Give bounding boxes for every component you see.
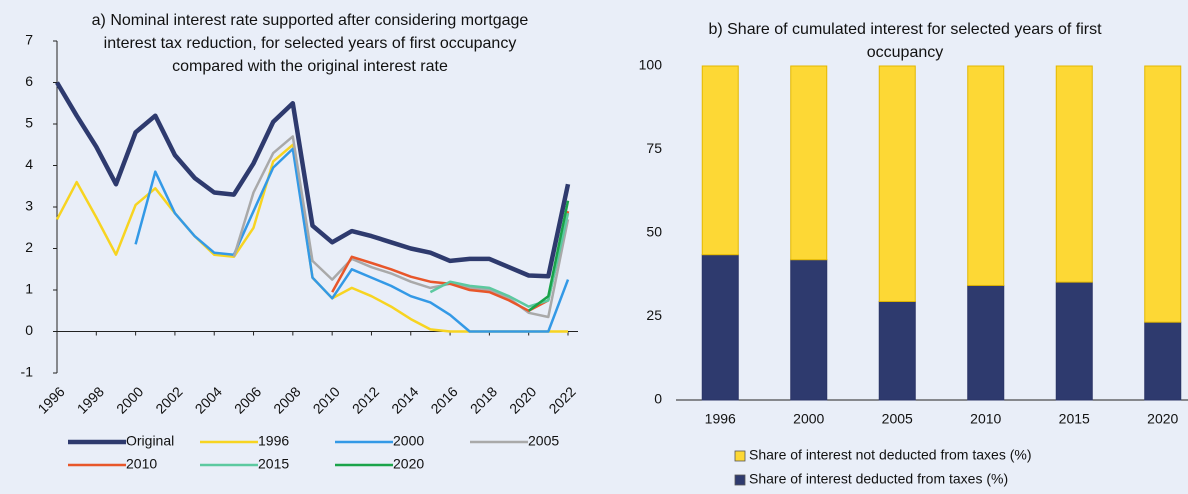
legend-label: 2010	[126, 456, 157, 472]
bar-segment	[1144, 65, 1182, 323]
y-tick-label: 2	[25, 239, 33, 255]
bar-segment	[701, 254, 739, 401]
x-tick-label: 2000	[793, 411, 824, 427]
chart-title: b) Share of cumulated interest for selec…	[708, 21, 1102, 61]
legend-swatch	[734, 474, 746, 486]
bar-segment	[1144, 321, 1182, 401]
y-tick-label: -1	[21, 364, 34, 380]
bar-segment	[790, 65, 828, 261]
legend-label: 2020	[393, 456, 424, 472]
line-series	[55, 81, 571, 279]
x-tick-label: 2005	[882, 411, 913, 427]
bar-segment	[1055, 65, 1093, 283]
y-tick-label: 5	[25, 115, 33, 131]
bar-segment	[790, 259, 828, 401]
x-tick-label: 1996	[34, 383, 67, 416]
chart-title: a) Nominal interest rate supported after…	[91, 12, 529, 75]
legend-label: 2005	[528, 433, 559, 449]
x-tick-label: 2002	[152, 383, 185, 416]
legend-label: Original	[126, 433, 174, 449]
y-tick-label: 1	[25, 281, 33, 297]
y-tick-label: 100	[639, 57, 663, 73]
line-series	[134, 147, 570, 333]
legend-label: 2000	[393, 433, 424, 449]
x-tick-label: 2010	[970, 411, 1001, 427]
y-tick-label: 6	[25, 73, 33, 89]
bar-segment	[967, 65, 1005, 286]
bar-segment	[878, 65, 916, 302]
y-tick-label: 0	[654, 391, 662, 407]
x-tick-label: 2006	[231, 383, 264, 416]
x-tick-label: 2008	[270, 383, 303, 416]
x-tick-label: 2012	[349, 383, 382, 416]
x-tick-label: 2015	[1059, 411, 1090, 427]
x-tick-label: 2020	[1147, 411, 1178, 427]
x-tick-label: 2018	[467, 383, 500, 416]
x-tick-label: 2014	[388, 383, 421, 416]
x-tick-label: 2004	[192, 383, 225, 416]
line-series	[527, 200, 570, 312]
legend-label: 1996	[258, 433, 289, 449]
x-tick-label: 2000	[113, 383, 146, 416]
y-tick-label: 50	[646, 224, 662, 240]
line-series	[232, 135, 570, 319]
bar-segment	[878, 300, 916, 401]
bar-segment	[967, 284, 1005, 401]
x-tick-label: 2022	[545, 383, 578, 416]
y-tick-label: 4	[25, 156, 33, 172]
legend-label: Share of interest deducted from taxes (%…	[749, 471, 1008, 487]
legend-swatch	[734, 450, 746, 462]
y-tick-label: 75	[646, 140, 662, 156]
x-tick-label: 2020	[506, 383, 539, 416]
x-tick-label: 1996	[705, 411, 736, 427]
y-tick-label: 7	[25, 32, 33, 48]
x-tick-label: 2016	[427, 383, 460, 416]
x-tick-label: 2010	[310, 383, 343, 416]
y-tick-label: 3	[25, 198, 33, 214]
legend-label: Share of interest not deducted from taxe…	[749, 447, 1031, 463]
x-tick-label: 1998	[74, 383, 107, 416]
bar-segment	[1055, 281, 1093, 401]
bar-segment	[701, 65, 739, 256]
y-tick-label: 25	[646, 307, 662, 323]
line-series	[429, 212, 570, 308]
line-series	[55, 143, 568, 333]
legend-label: 2015	[258, 456, 289, 472]
y-tick-label: 0	[25, 322, 33, 338]
